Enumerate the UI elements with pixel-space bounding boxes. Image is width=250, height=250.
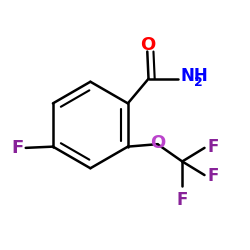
Text: F: F — [208, 138, 219, 156]
Text: F: F — [176, 191, 188, 209]
Text: 2: 2 — [194, 76, 202, 89]
Text: F: F — [208, 167, 219, 185]
Text: F: F — [11, 139, 23, 157]
Text: O: O — [140, 36, 155, 54]
Text: NH: NH — [181, 67, 208, 85]
Text: O: O — [150, 134, 165, 152]
